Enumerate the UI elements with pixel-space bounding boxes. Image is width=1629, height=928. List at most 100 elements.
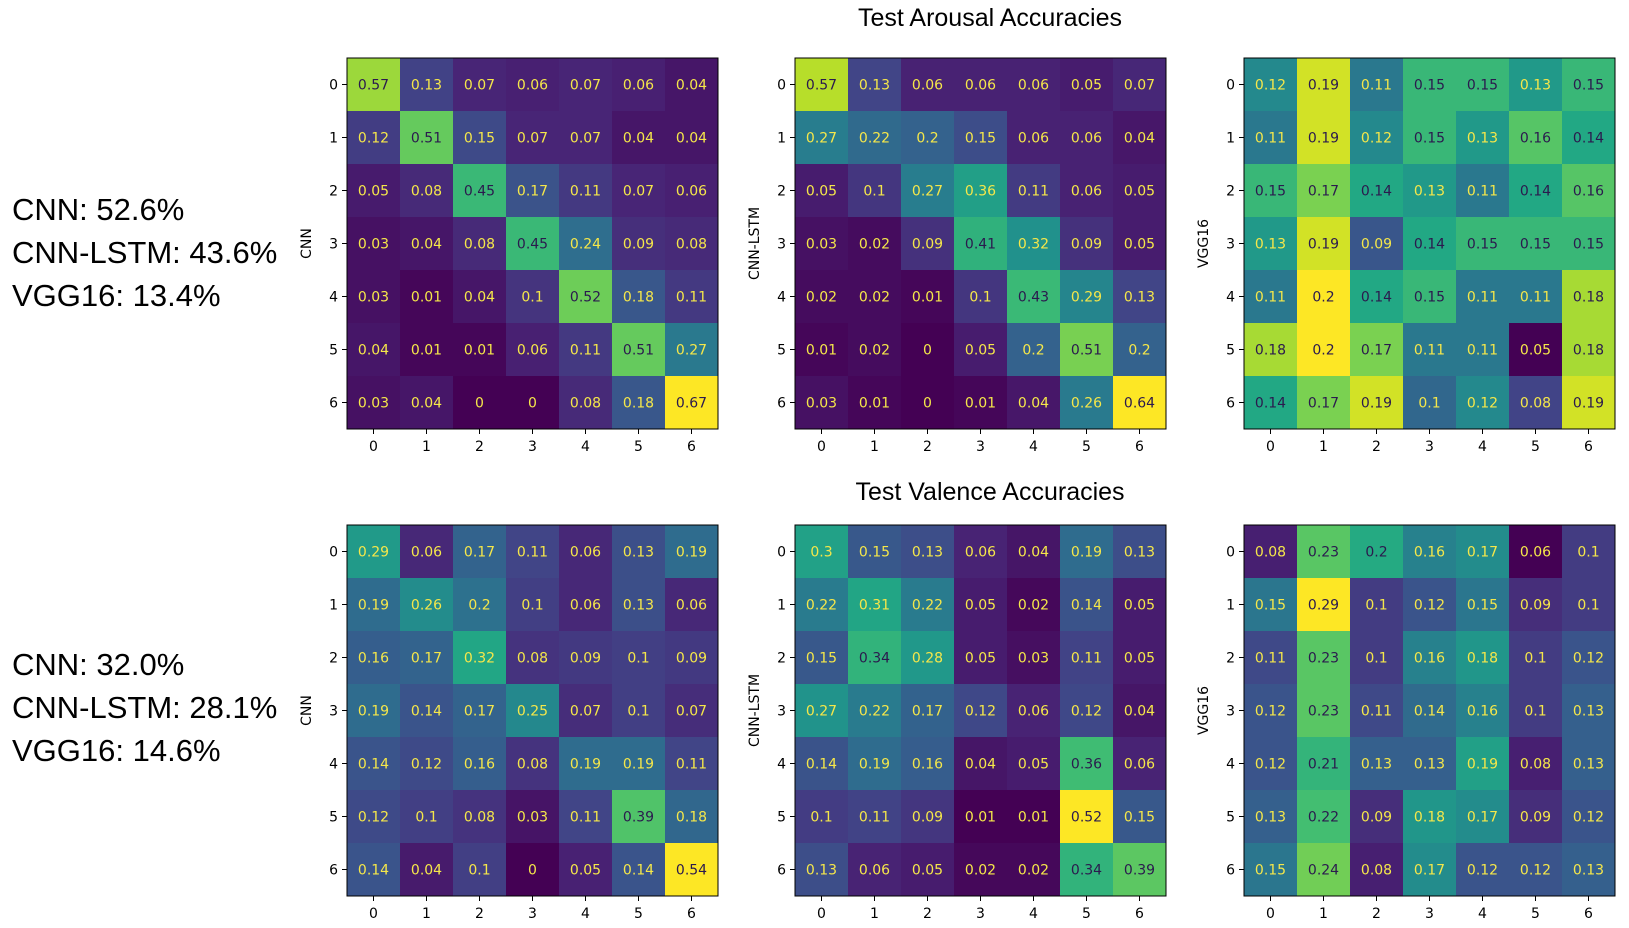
y-tick-label: 5 [1226, 343, 1235, 359]
cell-value-label: 0.26 [411, 598, 442, 614]
x-tick-label: 1 [422, 906, 431, 922]
y-tick-label: 2 [1226, 651, 1235, 667]
cell-value-label: 0.09 [912, 810, 943, 826]
cell-value-label: 0.08 [1255, 545, 1286, 561]
x-tick-label: 4 [581, 906, 590, 922]
cell-value-label: 0.04 [676, 78, 707, 94]
cell-value-label: 0.15 [1255, 598, 1286, 614]
cell-value-label: 0.11 [570, 343, 601, 359]
cell-value-label: 0.14 [1361, 290, 1392, 306]
arousal-vgg16-heatmap: 0.12 0.19 0.11 0.15 0.15 0.13 0.150.11 0.19 0.12… [1196, 58, 1615, 455]
y-tick-label: 0 [1226, 545, 1235, 561]
cell-value-label: 0.08 [464, 237, 495, 253]
cell-value-label: 0.11 [1414, 343, 1445, 359]
cell-value-label: 0.06 [623, 78, 654, 94]
y-axis-label: VGG16 [1196, 219, 1212, 268]
y-tick-label: 6 [329, 396, 338, 412]
x-tick-label: 3 [1425, 906, 1434, 922]
x-tick-label: 6 [687, 906, 696, 922]
cell-value-label: 0.12 [1467, 396, 1498, 412]
x-tick-label: 2 [1372, 439, 1381, 455]
cell-value-label: 0.15 [806, 651, 837, 667]
cell-value-label: 0.11 [570, 810, 601, 826]
cell-value-label: 0.18 [1414, 810, 1445, 826]
cell-value-label: 0.05 [1520, 343, 1551, 359]
cell-value-label: 0.12 [1255, 78, 1286, 94]
cell-value-label: 0.12 [1467, 863, 1498, 879]
cell-value-label: 0.03 [358, 237, 389, 253]
cell-value-label: 0.2 [1365, 545, 1387, 561]
valence-cnn-heatmap: 0.29 0.06 0.17 0.11 0.06 0.13 0.190.19 0.26 0.2 0… [299, 525, 718, 922]
cell-value-label: 0.09 [1361, 810, 1392, 826]
cell-value-label: 0.13 [1573, 757, 1604, 773]
cell-value-label: 0.28 [912, 651, 943, 667]
cell-value-label: 0.03 [358, 396, 389, 412]
cell-value-label: 0.06 [517, 343, 548, 359]
cell-value-label: 0.14 [411, 704, 442, 720]
y-tick-label: 5 [777, 810, 786, 826]
cell-value-label: 0.07 [1124, 78, 1155, 94]
cell-value-label: 0.17 [464, 704, 495, 720]
cell-value-label: 0.1 [810, 810, 832, 826]
cell-value-label: 0.14 [1071, 598, 1102, 614]
cell-value-label: 0.15 [1414, 290, 1445, 306]
cell-value-label: 0.09 [1071, 237, 1102, 253]
y-axis-label: CNN [299, 695, 315, 726]
y-tick-label: 3 [1226, 237, 1235, 253]
x-tick-label: 1 [870, 906, 879, 922]
cell-value-label: 0.01 [411, 343, 442, 359]
cell-value-label: 0.36 [1071, 757, 1102, 773]
cell-value-label: 0.22 [912, 598, 943, 614]
x-tick-label: 3 [528, 906, 537, 922]
cell-value-label: 0.14 [1255, 396, 1286, 412]
cell-value-label: 0.18 [1573, 290, 1604, 306]
cell-value-label: 0.13 [623, 545, 654, 561]
y-tick-label: 0 [329, 78, 338, 94]
cell-value-label: 0.29 [1071, 290, 1102, 306]
cell-value-label: 0.22 [859, 131, 890, 147]
cell-value-label: 0.18 [1573, 343, 1604, 359]
cell-value-label: 0.64 [1124, 396, 1155, 412]
y-tick-label: 6 [777, 863, 786, 879]
cell-value-label: 0.15 [1414, 78, 1445, 94]
cell-value-label: 0.1 [521, 290, 543, 306]
cell-value-label: 0.08 [1520, 757, 1551, 773]
cell-value-label: 0 [475, 396, 484, 412]
cell-value-label: 0.15 [859, 545, 890, 561]
cell-value-label: 0.03 [1018, 651, 1049, 667]
y-tick-label: 2 [777, 651, 786, 667]
cell-value-label: 0.29 [1308, 598, 1339, 614]
cell-value-label: 0.43 [1018, 290, 1049, 306]
cell-value-label: 0.1 [521, 598, 543, 614]
cell-value-label: 0.06 [1520, 545, 1551, 561]
cell-value-label: 0.12 [1361, 131, 1392, 147]
cell-value-label: 0.08 [1361, 863, 1392, 879]
cell-value-label: 0.13 [1124, 545, 1155, 561]
cell-value-label: 0.36 [965, 184, 996, 200]
y-tick-label: 2 [1226, 184, 1235, 200]
cell-value-label: 0.05 [570, 863, 601, 879]
cell-value-label: 0.17 [464, 545, 495, 561]
cell-value-label: 0.02 [1018, 598, 1049, 614]
y-tick-label: 1 [329, 131, 338, 147]
cell-value-label: 0.1 [468, 863, 490, 879]
cell-value-label: 0.22 [806, 598, 837, 614]
cell-value-label: 0.07 [517, 131, 548, 147]
cell-value-label: 0.19 [859, 757, 890, 773]
y-tick-label: 1 [777, 598, 786, 614]
cell-value-label: 0.12 [1520, 863, 1551, 879]
cell-value-label: 0.19 [570, 757, 601, 773]
cell-value-label: 0.18 [1467, 651, 1498, 667]
cell-value-label: 0.06 [570, 545, 601, 561]
cell-value-label: 0.16 [1573, 184, 1604, 200]
x-tick-label: 3 [976, 439, 985, 455]
cell-value-label: 0.04 [1124, 131, 1155, 147]
cell-value-label: 0.14 [1520, 184, 1551, 200]
cell-value-label: 0.67 [676, 396, 707, 412]
cell-value-label: 0.11 [1467, 343, 1498, 359]
cell-value-label: 0.1 [1365, 651, 1387, 667]
cell-value-label: 0.17 [411, 651, 442, 667]
x-tick-label: 0 [1266, 906, 1275, 922]
cell-value-label: 0.11 [1018, 184, 1049, 200]
cell-value-label: 0.17 [1361, 343, 1392, 359]
